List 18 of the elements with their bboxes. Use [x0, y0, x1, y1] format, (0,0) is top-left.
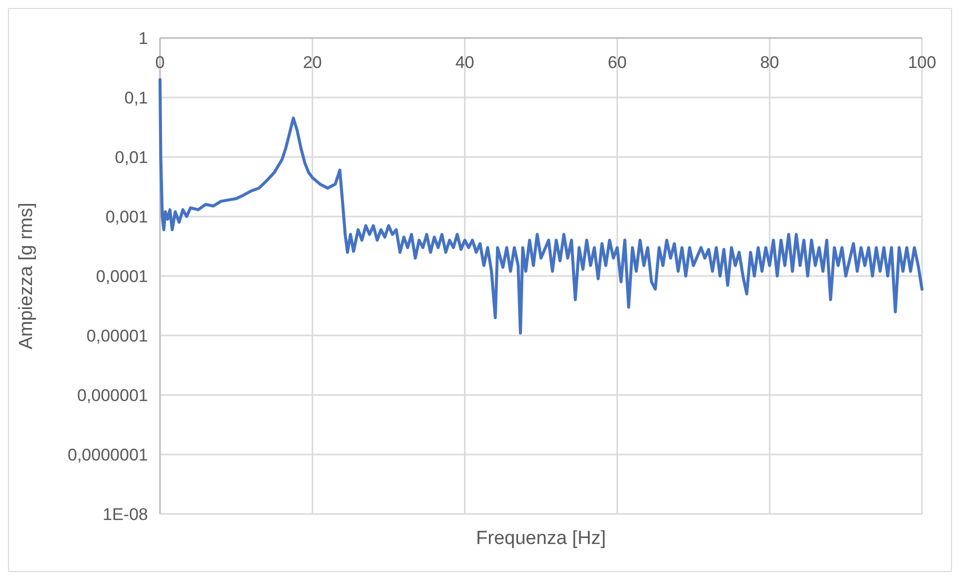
x-tick-label: 60 — [608, 53, 627, 72]
y-axis-title: Ampiezza [g rms] — [16, 202, 37, 350]
line-series — [158, 78, 924, 335]
y-tick-label: 1 — [138, 28, 148, 48]
x-tick-label: 100 — [908, 53, 936, 72]
y-tick-label: 0,000001 — [77, 386, 148, 405]
x-tick-label: 0 — [155, 53, 165, 72]
y-tick-label: 0,0001 — [96, 266, 148, 286]
y-tick-label: 0,0000001 — [68, 445, 148, 464]
y-tick-label: 1E-08 — [102, 504, 148, 524]
y-tick-label: 0,001 — [105, 207, 148, 226]
x-tick-label: 80 — [760, 53, 780, 72]
x-axis-title: Frequenza [Hz] — [476, 528, 606, 549]
y-tick-label: 0,1 — [124, 88, 148, 108]
y-tick-label: 0,00001 — [86, 326, 148, 346]
y-tick-label: 0,01 — [114, 148, 148, 167]
x-tick-label: 40 — [455, 53, 474, 72]
x-tick-label: 20 — [302, 53, 322, 72]
